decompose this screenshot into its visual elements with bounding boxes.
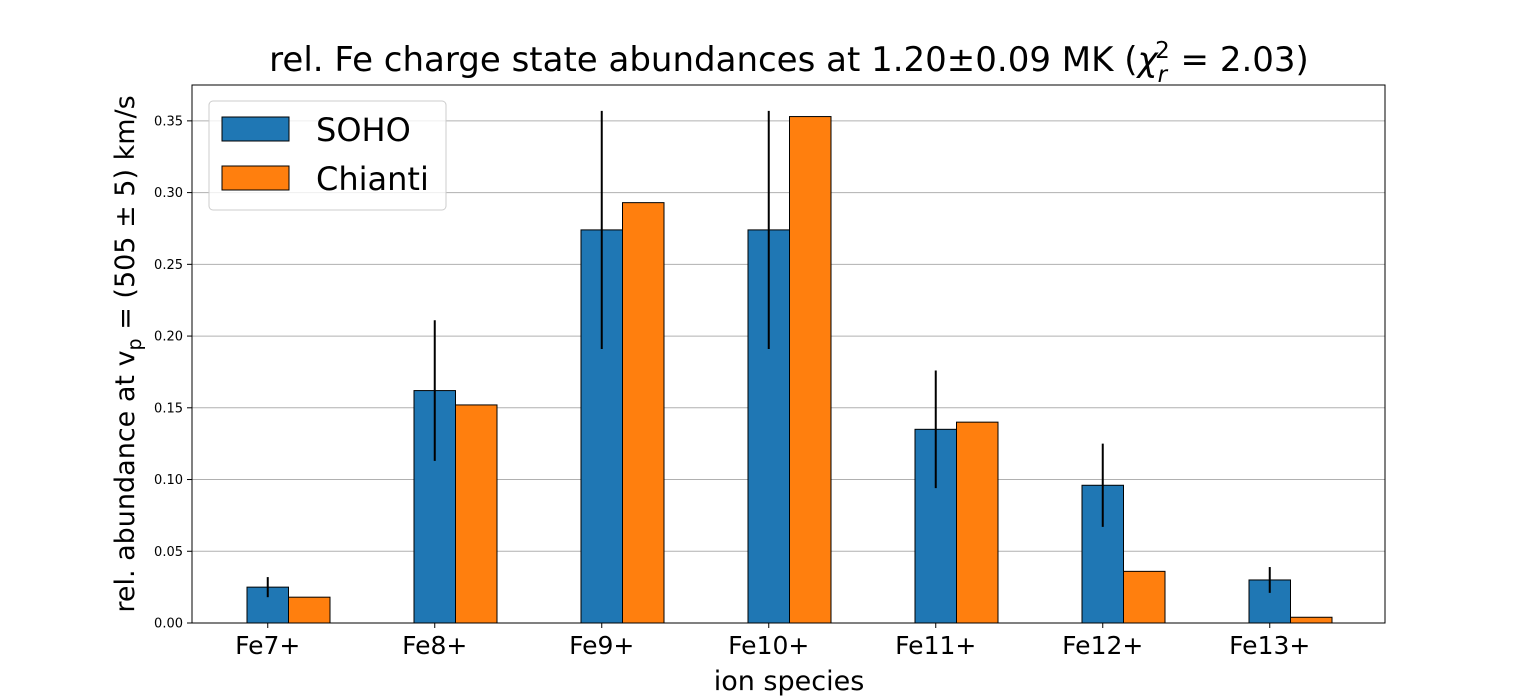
y-tick-label: 0.20 (154, 330, 183, 345)
y-axis-label-suffix: = (505 ± 5) km/s (110, 95, 141, 338)
bars (246, 116, 1333, 624)
bar-chianti-fe13plus (1290, 616, 1333, 624)
chart-title-chi: χ (1136, 40, 1160, 80)
x-tick-label: Fe11+ (895, 631, 976, 660)
x-tick-label: Fe12+ (1062, 631, 1143, 660)
x-axis-ticks: Fe7+ Fe8+ Fe9+ Fe10+ Fe11+ Fe12+ Fe13+ (235, 623, 1310, 660)
legend-label-chianti: Chianti (316, 160, 429, 198)
bar-chianti-fe8plus (455, 404, 498, 624)
legend: SOHO Chianti (208, 100, 447, 211)
y-tick-label: 0.25 (154, 258, 183, 273)
y-tick-label: 0.15 (154, 401, 183, 416)
bar-chianti-fe9plus (622, 202, 665, 624)
y-axis-label-prefix: rel. abundance at v (110, 350, 141, 612)
x-tick-label: Fe10+ (728, 631, 809, 660)
chart-title-chi-subscript: r (1158, 62, 1169, 88)
bar-chianti-fe11plus (956, 421, 999, 624)
y-tick-label: 0.00 (154, 617, 183, 632)
y-axis-label-subscript: p (124, 338, 146, 350)
y-tick-label: 0.05 (154, 545, 183, 560)
error-bars (266, 110, 1271, 598)
chart-title-chi-superscript: 2 (1155, 38, 1170, 64)
y-axis-label: rel. abundance at vp = (505 ± 5) km/s (110, 95, 146, 612)
bar-chianti-fe7plus (288, 596, 331, 624)
y-tick-label: 0.35 (154, 114, 183, 129)
bar-chianti-fe12plus (1123, 570, 1166, 624)
x-axis-label: ion species (714, 666, 865, 697)
x-tick-label: Fe9+ (569, 631, 634, 660)
y-tick-label: 0.30 (154, 186, 183, 201)
chart-title-prefix: rel. Fe charge state abundances at 1.20±… (269, 40, 1137, 80)
x-tick-label: Fe13+ (1229, 631, 1310, 660)
plot-frame (191, 84, 1386, 624)
legend-swatch-soho (221, 116, 290, 142)
chart-title: rel. Fe charge state abundances at 1.20±… (269, 38, 1309, 88)
chart-title-suffix: = 2.03) (1170, 40, 1309, 80)
x-tick-label: Fe7+ (235, 631, 300, 660)
bar-chianti-fe10plus (789, 116, 832, 624)
x-tick-label: Fe8+ (402, 631, 467, 660)
legend-swatch-chianti (221, 165, 290, 191)
y-axis-ticks: 0.00 0.05 0.10 0.15 0.20 0.25 0.30 0.35 (154, 114, 192, 632)
legend-label-soho: SOHO (316, 111, 411, 149)
y-tick-label: 0.10 (154, 473, 183, 488)
